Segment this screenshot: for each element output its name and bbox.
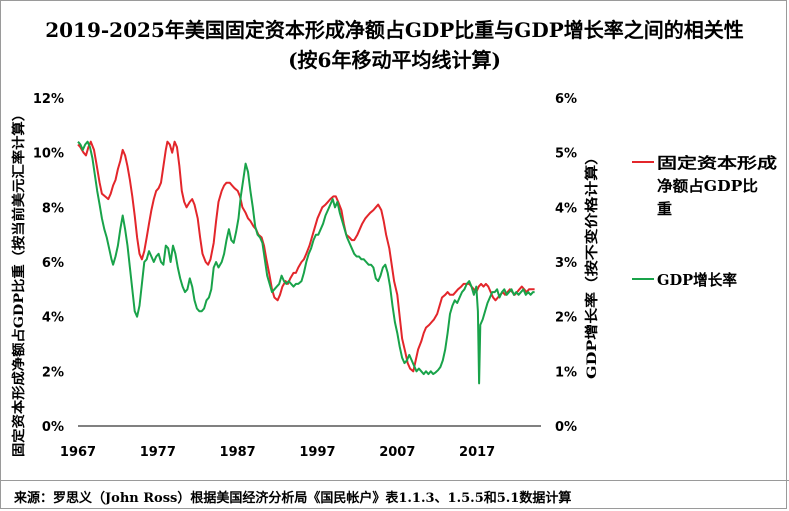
source-note: 来源：罗思义（John Ross）根据美国经济分析局《国民帐户》表1.1.3、1… xyxy=(0,480,789,509)
left-axis-title: 固定资本形成净额占GDP比重（按当前美元汇率计算） xyxy=(11,107,27,457)
x-tick-label: 1967 xyxy=(60,445,96,460)
legend: 固定资本形成 净额占GDP比 重 GDP增长率 xyxy=(632,154,777,289)
right-tick-label: 1% xyxy=(555,365,577,380)
left-tick-label: 6% xyxy=(42,256,64,271)
right-tick-label: 5% xyxy=(555,147,577,162)
x-tick-label: 2017 xyxy=(459,445,495,460)
right-axis-ticks: 0% 1% 2% 3% 4% 5% 6% xyxy=(555,92,577,435)
legend-label-net-capital-line2: 净额占GDP比 xyxy=(657,177,758,195)
left-tick-label: 8% xyxy=(42,201,64,216)
legend-label-net-capital-line3: 重 xyxy=(657,200,672,218)
x-tick-label: 1977 xyxy=(140,445,176,460)
left-tick-label: 10% xyxy=(33,147,64,162)
left-tick-label: 0% xyxy=(42,420,64,435)
series-line-net-capital-formation xyxy=(77,140,535,373)
chart-title: 2019-2025年美国固定资本形成净额占GDP比重与GDP增长率之间的相关性 xyxy=(45,18,744,42)
right-tick-label: 4% xyxy=(555,201,577,216)
line-chart: 0% 2% 4% 6% 8% 10% 12% 0% 1% 2% 3% 4% 5% 6% 1967 1977… xyxy=(11,92,777,460)
series-line-gdp-growth xyxy=(77,140,535,385)
series-layer xyxy=(77,140,535,385)
chart-subtitle: (按6年移动平均线计算) xyxy=(288,48,501,72)
right-tick-label: 0% xyxy=(555,420,577,435)
x-axis-ticks: 1967 1977 1987 1997 2007 2017 xyxy=(60,445,495,460)
x-tick-label: 2007 xyxy=(379,445,415,460)
right-tick-label: 3% xyxy=(555,256,577,271)
legend-label-gdp-growth: GDP增长率 xyxy=(657,271,737,289)
right-axis-title: GDP增长率（按不变价格计算） xyxy=(584,149,600,379)
x-tick-label: 1997 xyxy=(299,445,335,460)
right-tick-label: 2% xyxy=(555,311,577,326)
left-tick-label: 4% xyxy=(42,311,64,326)
legend-label-net-capital-line1: 固定资本形成 xyxy=(657,154,777,172)
left-tick-label: 12% xyxy=(33,92,64,107)
left-axis-ticks: 0% 2% 4% 6% 8% 10% 12% xyxy=(33,92,64,435)
left-tick-label: 2% xyxy=(42,365,64,380)
x-tick-label: 1987 xyxy=(220,445,256,460)
right-tick-label: 6% xyxy=(555,92,577,107)
